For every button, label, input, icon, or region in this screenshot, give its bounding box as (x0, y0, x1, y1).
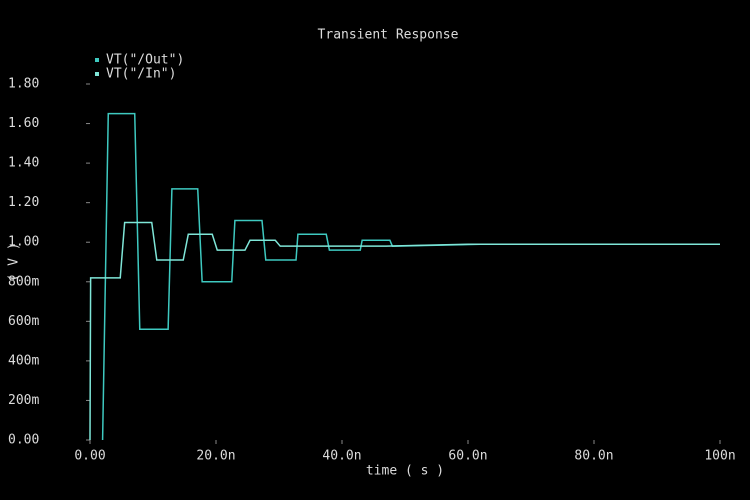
chart-title: Transient Response (318, 28, 459, 43)
legend-marker (95, 58, 99, 62)
x-tick-label: 20.0n (196, 449, 235, 464)
y-tick-label: 400m (8, 353, 39, 368)
x-tick-label: 60.0n (448, 449, 487, 464)
y-tick-label: 1.60 (8, 116, 39, 131)
legend-marker (95, 72, 99, 76)
x-axis-label: time ( s ) (366, 464, 444, 479)
x-tick-label: 40.0n (322, 449, 361, 464)
y-tick-label: 800m (8, 274, 39, 289)
x-tick-label: 100n (704, 449, 735, 464)
y-tick-label: 1.40 (8, 156, 39, 171)
y-tick-label: 0.00 (8, 433, 39, 448)
y-tick-label: 1.80 (8, 77, 39, 92)
legend-label: VT("/Out") (106, 53, 184, 68)
series-line (89, 221, 720, 441)
y-axis-label: ( V ) (7, 242, 22, 281)
legend-label: VT("/In") (106, 67, 176, 82)
y-tick-label: 1.00 (8, 235, 39, 250)
x-tick-label: 0.00 (74, 449, 105, 464)
x-tick-label: 80.0n (574, 449, 613, 464)
y-tick-label: 200m (8, 393, 39, 408)
y-tick-label: 600m (8, 314, 39, 329)
y-tick-label: 1.20 (8, 195, 39, 210)
series-line (101, 112, 720, 441)
